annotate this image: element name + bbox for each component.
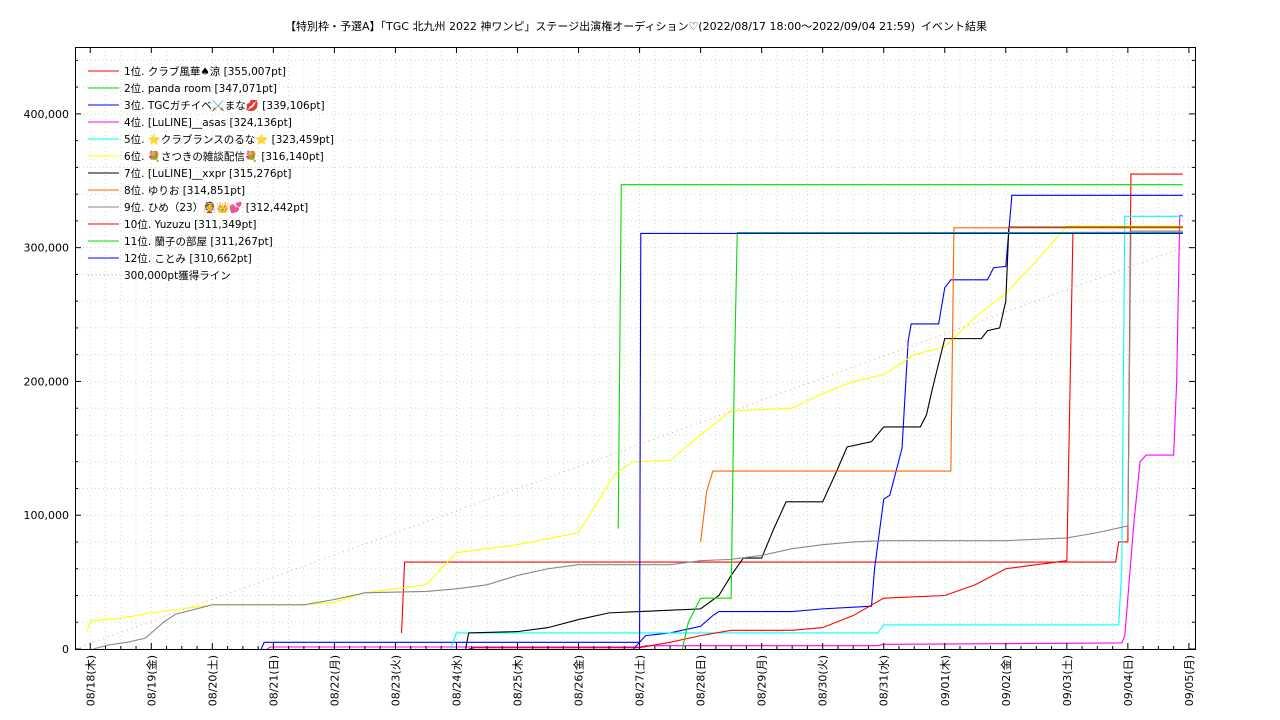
legend-label: 8位. ゆりお [314,851pt] <box>124 184 245 197</box>
chart-title: 【特別枠・予選A】「TGC 北九州 2022 神ワンピ」ステージ出演権オーディシ… <box>285 19 915 33</box>
x-tick-label: 08/28(日) <box>695 655 708 706</box>
legend-label: 1位. クラブ風華♠涼 [355,007pt] <box>124 65 286 78</box>
series-line-7 <box>465 226 1183 650</box>
x-tick-label: 08/27(土) <box>634 655 647 706</box>
series-line-2 <box>617 184 1183 529</box>
series-line-8 <box>700 227 1183 543</box>
legend-label: 11位. 蘭子の部屋 [311,267pt] <box>124 235 273 248</box>
legend-label: 12位. ことみ [310,662pt] <box>124 252 252 265</box>
x-tick-label: 08/26(金) <box>572 655 586 706</box>
x-tick-label: 09/05(月) <box>1183 655 1196 706</box>
series-layer <box>74 173 1183 650</box>
series-line-13 <box>74 247 1183 650</box>
legend-label: 4位. [LuLINE]__asas [324,136pt] <box>124 116 292 129</box>
x-tick-label: 08/22(月) <box>328 655 341 706</box>
legend-label: 10位. Yuzuzu [311,349pt] <box>124 218 256 231</box>
series-line-1 <box>400 173 1183 633</box>
y-tick-label: 300,000 <box>24 242 70 255</box>
y-tick-label: 100,000 <box>24 509 70 522</box>
legend-label: 3位. TGCガチイベ⚔️まな💋 [339,106pt] <box>124 99 325 112</box>
y-tick-label: 200,000 <box>24 375 70 388</box>
series-line-11 <box>681 232 1183 650</box>
x-axis: 08/18(木) 08/19(金) 08/20(土) 08/21(日) 08/22(月)… <box>84 47 1196 706</box>
y-tick-label: 400,000 <box>24 108 70 121</box>
series-line-6 <box>86 225 1183 632</box>
series-line-12 <box>633 232 1183 650</box>
legend-label: 300,000pt獲得ライン <box>124 269 231 282</box>
x-tick-label: 09/01(木) <box>939 655 952 706</box>
chart-subtitle: イベント結果 <box>921 19 987 33</box>
y-axis: 0 100,000 200,000 300,000 400,000 <box>24 59 1195 656</box>
x-tick-label: 08/20(土) <box>206 655 219 706</box>
series-line-4 <box>266 214 1183 650</box>
legend-label: 2位. panda room [347,071pt] <box>124 82 277 95</box>
legend-label: 6位. 💐さつきの雑談配信💐 [316,140pt] <box>124 150 324 163</box>
y-tick-label: 0 <box>62 643 69 656</box>
x-tick-label: 08/30(火) <box>817 655 830 706</box>
x-tick-label: 09/03(土) <box>1061 655 1074 706</box>
grid <box>75 47 1195 650</box>
x-tick-label: 09/02(金) <box>999 655 1013 706</box>
x-tick-label: 09/04(日) <box>1122 655 1135 706</box>
x-tick-label: 08/31(水) <box>878 655 891 706</box>
series-line-5 <box>449 215 1183 650</box>
legend-label: 7位. [LuLINE]__xxpr [315,276pt] <box>124 167 291 180</box>
plot-frame <box>75 47 1196 650</box>
x-tick-label: 08/23(火) <box>389 655 402 706</box>
x-tick-label: 08/21(日) <box>267 655 280 706</box>
x-tick-label: 08/25(木) <box>512 655 525 706</box>
x-tick-label: 08/18(木) <box>84 655 97 706</box>
series-line-9 <box>93 230 1183 650</box>
legend-label: 9位. ひめ（23）👰👑💕 [312,442pt] <box>124 201 308 214</box>
x-tick-label: 08/29(月) <box>756 655 769 706</box>
x-tick-label: 08/24(水) <box>450 655 463 706</box>
legend-label: 5位. ⭐クラブランスのるな⭐ [323,459pt] <box>124 133 334 146</box>
x-tick-label: 08/19(金) <box>144 655 158 706</box>
series-line-10 <box>468 231 1183 650</box>
series-line-3 <box>260 194 1183 650</box>
legend: 1位. クラブ風華♠涼 [355,007pt] 2位. panda room [3… <box>88 65 334 282</box>
